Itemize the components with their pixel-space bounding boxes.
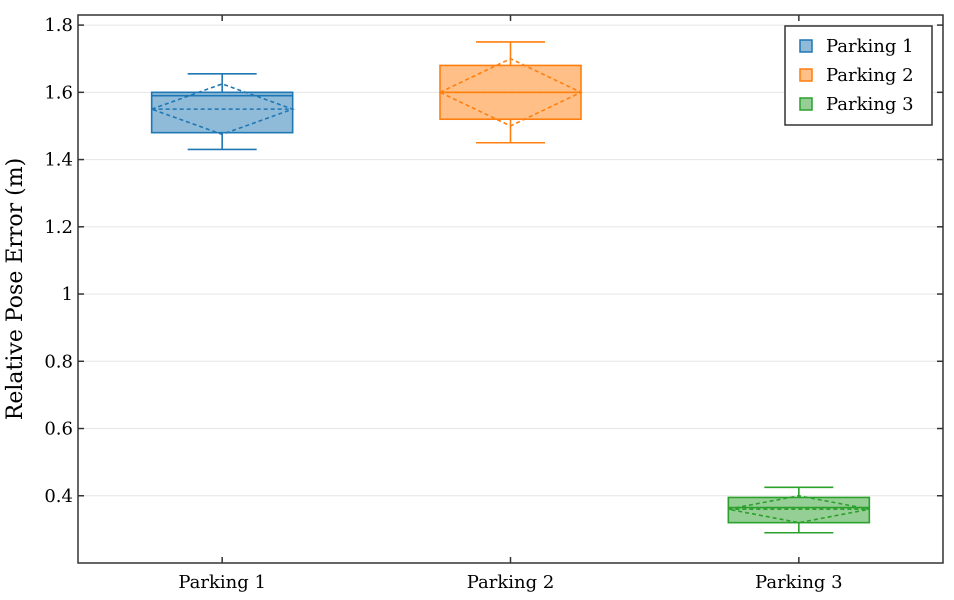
- mean-diamond: [438, 57, 583, 127]
- x-tick-label: Parking 2: [467, 572, 555, 593]
- legend: Parking 1 Parking 2 Parking 3: [784, 25, 933, 126]
- x-tick-label: Parking 3: [755, 572, 843, 593]
- y-tick-label: 1.6: [44, 82, 73, 103]
- legend-swatch-1: [799, 39, 813, 53]
- box-2: [438, 41, 583, 144]
- legend-swatch-3: [799, 97, 813, 111]
- axis-ticks: 0.4 0.6 0.8 1 1.2 1.4 1.6 1.8 Parking 1 Parking 2…: [44, 15, 943, 593]
- box-iqr: [727, 496, 871, 524]
- mean-diamond: [728, 494, 870, 524]
- y-tick-label: 1.2: [44, 217, 73, 238]
- legend-label-2: Parking 2: [826, 65, 914, 86]
- box-3: [727, 486, 871, 534]
- y-tick-label: 0.6: [44, 419, 73, 440]
- mean-diamond: [149, 83, 296, 136]
- y-axis-title: Relative Pose Error (m): [3, 158, 28, 420]
- box-1: [149, 73, 296, 151]
- y-tick-label: 1.4: [44, 150, 73, 171]
- legend-swatch-2: [799, 68, 813, 82]
- y-tick-label: 1: [62, 284, 73, 305]
- y-tick-label: 0.8: [44, 351, 73, 372]
- x-tick-label: Parking 1: [178, 572, 266, 593]
- y-tick-label: 1.8: [44, 15, 73, 36]
- legend-label-3: Parking 3: [826, 94, 914, 115]
- legend-label-1: Parking 1: [826, 36, 914, 57]
- y-tick-label: 0.4: [44, 486, 73, 507]
- box-series: [149, 41, 871, 534]
- box-iqr: [150, 91, 294, 134]
